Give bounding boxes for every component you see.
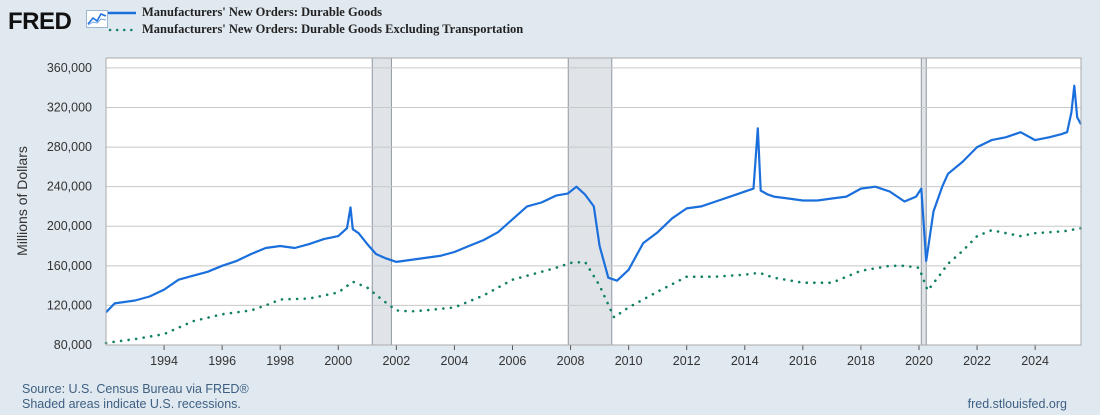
x-tick-label: 1998 <box>266 354 294 368</box>
x-tick-label: 2010 <box>615 354 643 368</box>
y-axis-label: Millions of Dollars <box>14 146 30 256</box>
chart-line-icon <box>86 10 108 33</box>
x-tick-label: 2024 <box>1021 354 1049 368</box>
legend-label-series-1: Manufacturers' New Orders: Durable Goods <box>142 5 383 19</box>
x-tick-label: 2008 <box>557 354 585 368</box>
y-tick-label: 120,000 <box>47 298 92 312</box>
legend: Manufacturers' New Orders: Durable Goods… <box>108 4 523 38</box>
legend-swatch-solid <box>108 11 136 14</box>
y-tick-label: 240,000 <box>47 180 92 194</box>
y-tick-label: 320,000 <box>47 100 92 114</box>
x-tick-label: 2000 <box>324 354 352 368</box>
y-tick-label: 280,000 <box>47 140 92 154</box>
y-tick-label: 360,000 <box>47 61 92 75</box>
recession-note: Shaded areas indicate U.S. recessions. <box>22 397 241 411</box>
series-line-2 <box>104 226 1083 345</box>
x-tick-label: 2022 <box>963 354 991 368</box>
series-line-1 <box>105 84 1082 314</box>
y-tick-label: 200,000 <box>47 219 92 233</box>
recession-band-0 <box>371 57 392 346</box>
x-tick-label: 2012 <box>673 354 701 368</box>
x-tick-label: 2004 <box>441 354 469 368</box>
x-tick-label: 2006 <box>499 354 527 368</box>
y-tick-label: 80,000 <box>54 338 92 352</box>
x-tick-label: 2016 <box>789 354 817 368</box>
legend-label-series-2: Manufacturers' New Orders: Durable Goods… <box>142 22 524 36</box>
series-lines <box>104 84 1083 345</box>
axes: 80,000 120,000 160,000 200,000 240,000 280,00… <box>47 57 1082 368</box>
x-tick-label: 2020 <box>905 354 933 368</box>
legend-item-series-2: Manufacturers' New Orders: Durable Goods… <box>108 21 523 38</box>
legend-swatch-dotted <box>108 28 136 31</box>
fred-logo[interactable]: FRED <box>8 8 72 35</box>
plot-border <box>105 57 1082 346</box>
fred-url[interactable]: fred.stlouisfed.org <box>967 397 1067 411</box>
x-tick-label: 2018 <box>847 354 875 368</box>
legend-item-series-1: Manufacturers' New Orders: Durable Goods <box>108 4 523 21</box>
y-tick-label: 160,000 <box>47 259 92 273</box>
source-text: Source: U.S. Census Bureau via FRED® <box>22 382 249 396</box>
x-tick-label: 2014 <box>731 354 759 368</box>
x-tick-label: 1994 <box>150 354 178 368</box>
x-tick-label: 1996 <box>208 354 236 368</box>
x-tick-label: 2002 <box>382 354 410 368</box>
footer-notes: Source: U.S. Census Bureau via FRED® Sha… <box>22 382 249 412</box>
